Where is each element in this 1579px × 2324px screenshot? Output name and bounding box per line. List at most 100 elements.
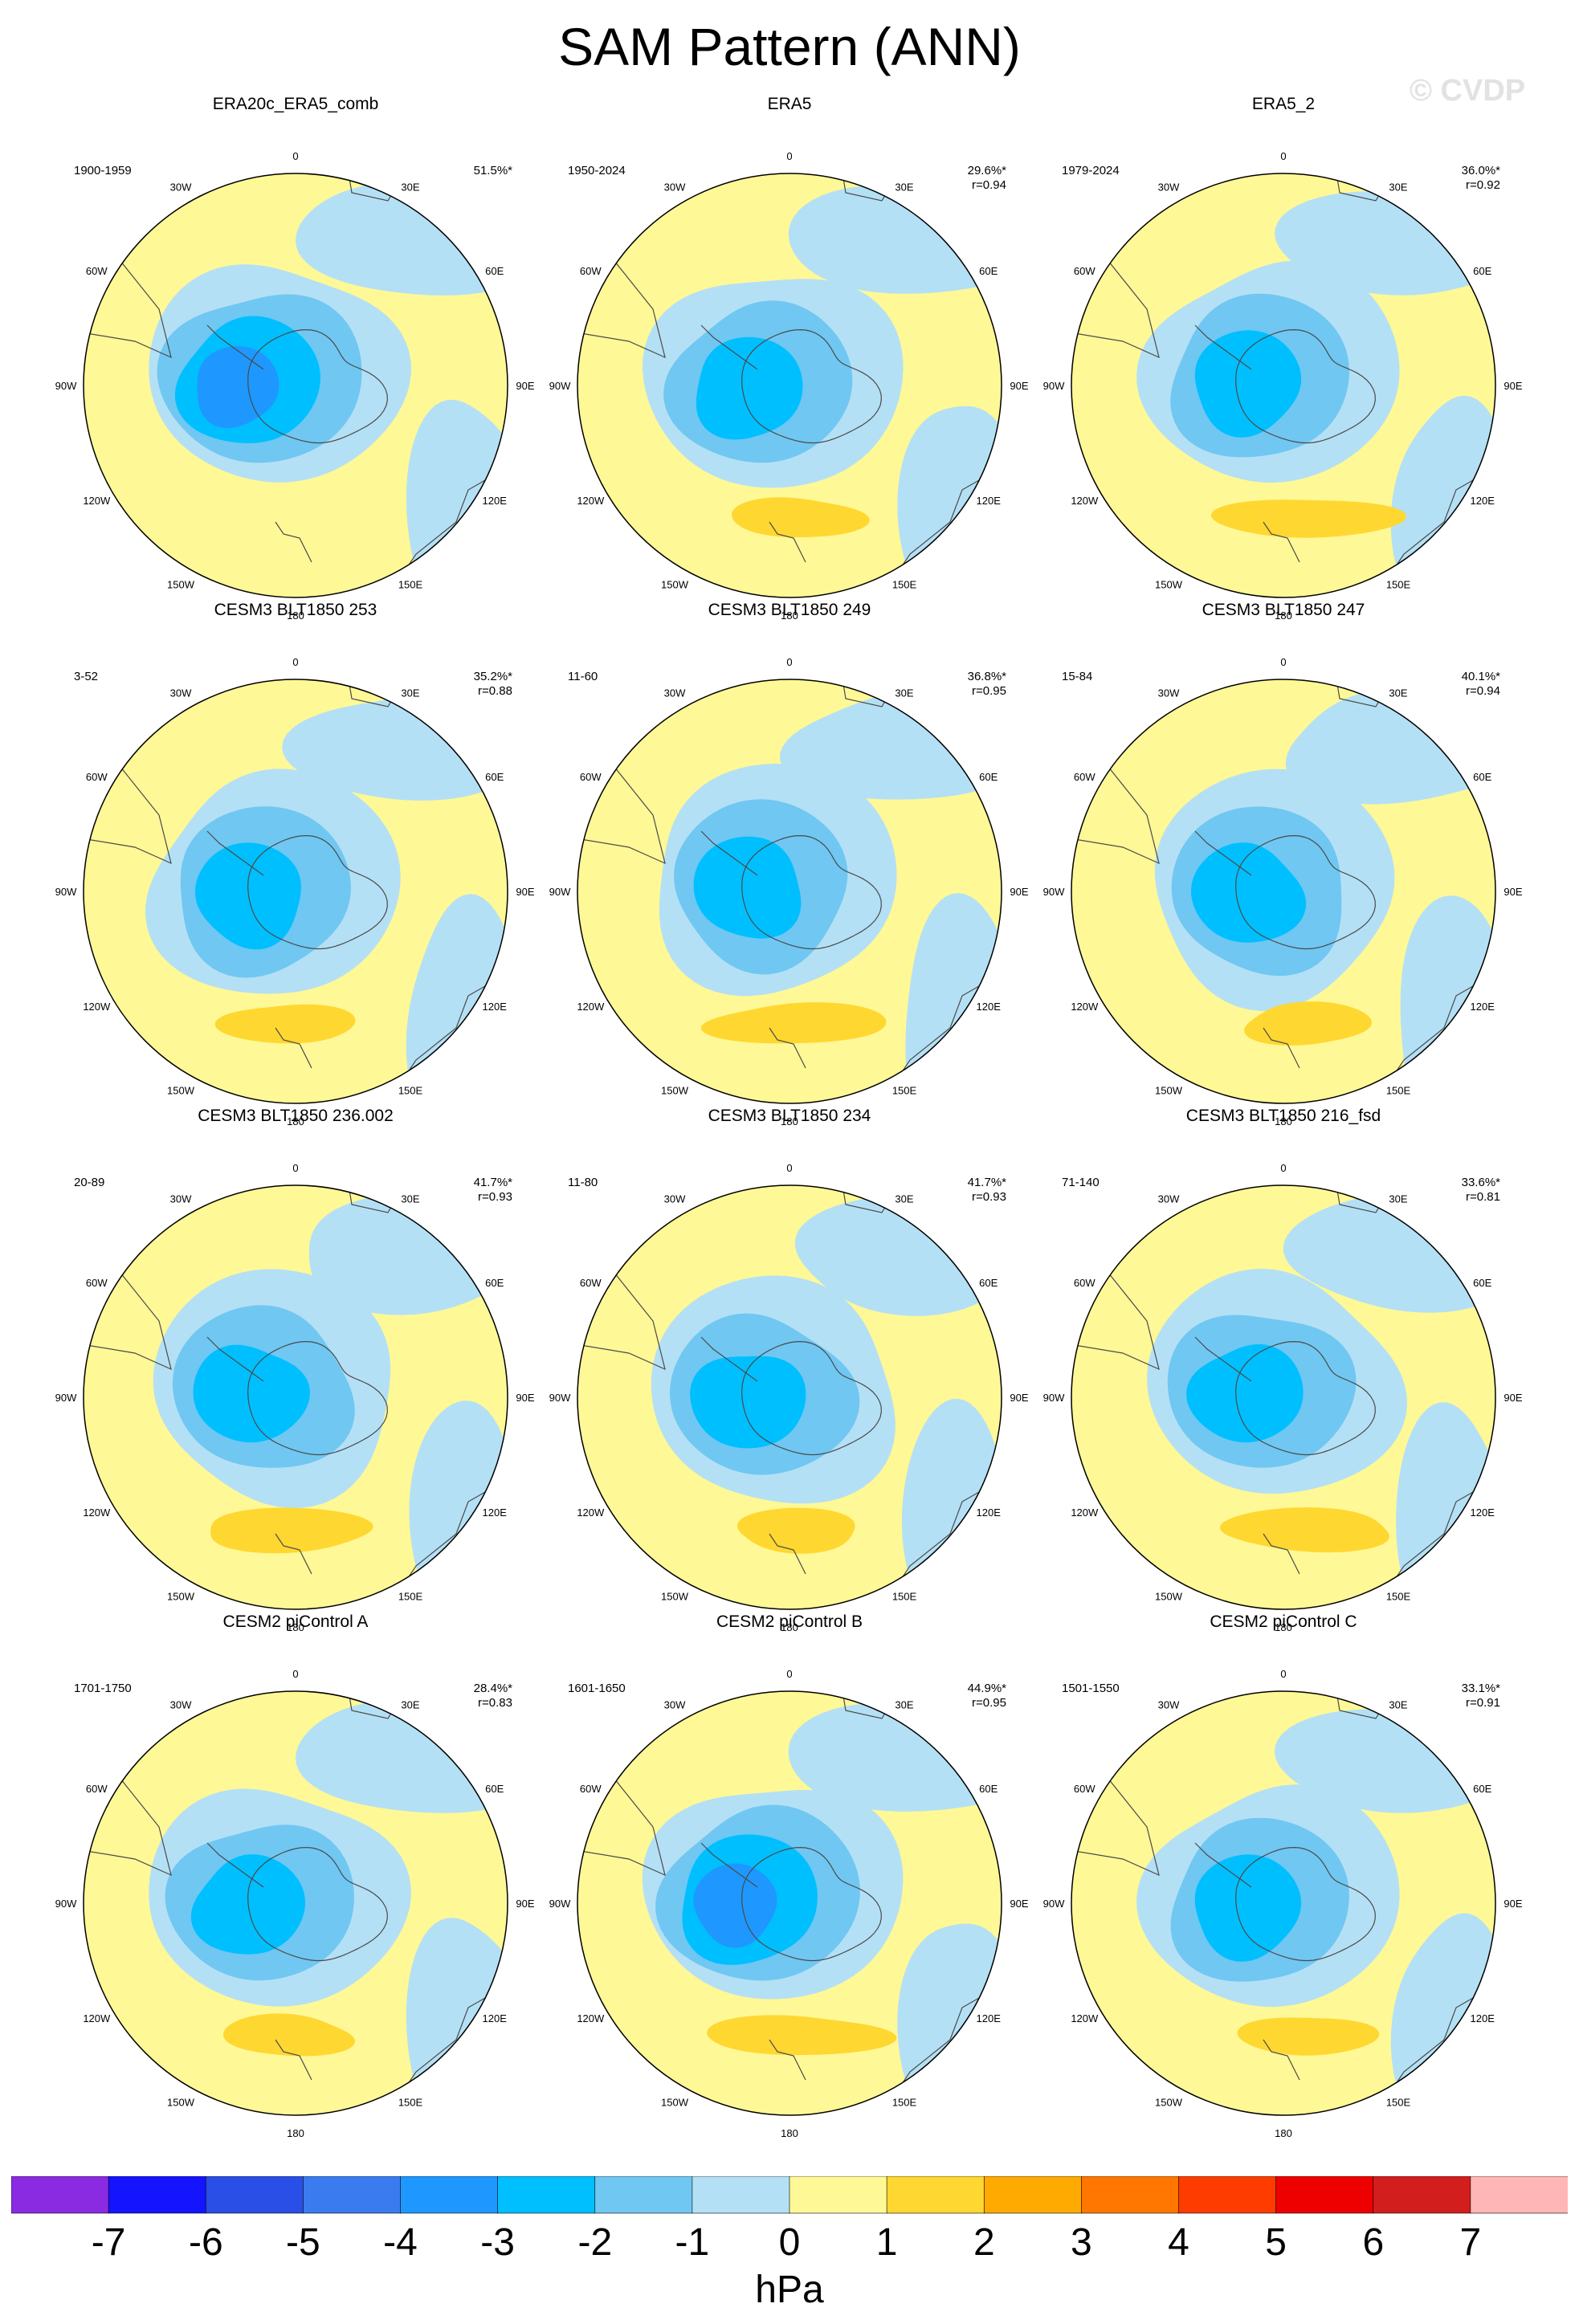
colorbar-tick-label: -3 [480,2221,515,2264]
longitude-label: 120E [483,2012,508,2024]
antarctic-peninsula-coastline [206,1336,264,1382]
polar-map: 0 30E 60E 90E 120E 150E 180 150W 120W 90W 60W 30W [1043,656,1523,1127]
contour-fill-level-minus3 [1194,330,1302,438]
longitude-label: 120W [1071,1507,1099,1519]
longitude-label: 0 [1280,1668,1286,1680]
panel-title: ERA5_2 [1251,95,1316,113]
longitude-label: 60E [1473,265,1491,277]
longitude-label: 90W [549,1392,571,1404]
panel-title: CESM2 piControl A [222,1613,369,1631]
longitude-label: 120E [483,1001,508,1013]
longitude-label: 90W [1043,1898,1065,1910]
colorbar-swatch [303,2176,402,2214]
longitude-label: 90W [55,380,77,392]
contour-fill-minus1-to-0 [897,1923,1002,2115]
longitude-label: 60W [86,265,108,277]
panel-period: 1900-1959 [74,164,132,177]
longitude-label: 60W [580,1277,602,1289]
pattern-correlation: r=0.94 [1466,684,1500,698]
longitude-label: 120W [1071,2012,1099,2024]
pattern-correlation: r=0.93 [478,1190,512,1204]
antarctic-peninsula-coastline [1194,1842,1252,1888]
panel-period: 1950-2024 [568,164,626,177]
polar-map: 0 30E 60E 90E 120E 150E 180 150W 120W 90W 60W 30W [1043,150,1523,622]
longitude-label: 180 [1275,1115,1292,1127]
longitude-label: 0 [292,1162,298,1174]
new-zealand-coastline [275,2039,312,2081]
longitude-label: 60W [86,1277,108,1289]
colorbar: -7 -6 -5 -4 -3 -2 -1 0 1 2 3 4 5 6 7 [11,2176,1568,2264]
panel-title: CESM3 BLT1850 216_fsd [1185,1107,1381,1125]
south-america-coastline [577,1766,666,1877]
polar-map: 0 30E 60E 90E 120E 150E 180 150W 120W 90W 60W 30W [549,656,1029,1127]
longitude-label: 60W [86,1783,108,1795]
colorbar-swatch [1373,2176,1471,2214]
longitude-label: 180 [1275,1621,1292,1633]
longitude-label: 180 [1275,610,1292,622]
contour-fill-level-minus3 [693,836,802,939]
longitude-label: 90W [549,380,571,392]
new-zealand-coastline [275,521,312,563]
longitude-label: 150E [892,1591,917,1603]
map-boundary [1071,173,1496,598]
antarctica-coastline [247,1846,388,1962]
longitude-label: 90E [516,380,534,392]
pattern-correlation: r=0.83 [478,1696,512,1710]
longitude-label: 90E [1010,380,1028,392]
longitude-label: 0 [786,1162,792,1174]
panel-title: ERA20c_ERA5_comb [212,95,379,113]
map-boundary [577,1690,1002,2116]
longitude-label: 0 [786,1668,792,1680]
longitude-label: 180 [781,610,798,622]
longitude-label: 120E [977,495,1002,507]
antarctica-coastline [741,328,882,444]
colorbar-swatch [205,2176,304,2214]
longitude-label: 90E [1010,886,1028,898]
contour-fill-minus1-to-0 [409,1401,508,1609]
map-panel: CESM2 piControl A 1701-1750 28.4%* r=0.83 0 3… [47,1613,545,2144]
colorbar-swatch [789,2176,887,2214]
longitude-label: 90W [55,1898,77,1910]
map-panel: CESM3 BLT1850 249 11-60 36.8%* r=0.95 0 30E 60… [541,601,1038,1132]
longitude-label: 60W [1074,1783,1096,1795]
longitude-label: 90E [1010,1392,1028,1404]
longitude-label: 150W [661,1591,689,1603]
map-boundary [577,173,1002,598]
new-zealand-coastline [769,2039,806,2081]
polar-map: 0 30E 60E 90E 120E 150E 180 150W 120W 90W 60W 30W [55,1668,535,2139]
south-america-coastline [84,754,172,865]
longitude-label: 90E [516,1898,534,1910]
map-panel: CESM2 piControl C 1501-1550 33.1%* r=0.91 0 3… [1034,1613,1532,2144]
new-zealand-coastline [769,521,806,563]
longitude-label: 120W [83,1507,111,1519]
longitude-label: 60W [1074,771,1096,783]
contour-fill-1-to-2 [707,2015,897,2056]
contour-fill-level-minus3 [195,842,301,950]
panel-stats: 28.4%* r=0.83 [474,1682,512,1710]
longitude-label: 150W [167,1085,195,1097]
longitude-label: 0 [1280,150,1286,162]
panel-stats: 40.1%* r=0.94 [1462,670,1500,699]
panel-period: 1979-2024 [1062,164,1120,177]
panel-stats: 41.7%* r=0.93 [968,1176,1006,1205]
panel-stats: 36.0%* r=0.92 [1462,164,1500,193]
longitude-label: 30E [401,181,419,193]
longitude-label: 90W [55,886,77,898]
contour-fill-level-minus4 [693,1863,777,1948]
longitude-label: 150E [1386,1085,1411,1097]
longitude-label: 30E [1389,1193,1407,1205]
longitude-label: 90E [1504,1392,1522,1404]
longitude-label: 60E [485,771,504,783]
longitude-label: 150E [398,579,423,591]
colorbar-swatch [1470,2176,1568,2214]
longitude-label: 30E [401,1698,419,1710]
pattern-correlation: r=0.91 [1466,1696,1500,1710]
new-zealand-coastline [1263,2039,1300,2081]
longitude-label: 180 [781,2127,798,2139]
colorbar-tick-label: 2 [973,2221,995,2264]
longitude-label: 150E [398,1591,423,1603]
pattern-correlation: r=0.94 [972,178,1006,192]
longitude-label: 60E [979,1277,998,1289]
longitude-label: 60E [485,1277,504,1289]
longitude-label: 60W [86,771,108,783]
